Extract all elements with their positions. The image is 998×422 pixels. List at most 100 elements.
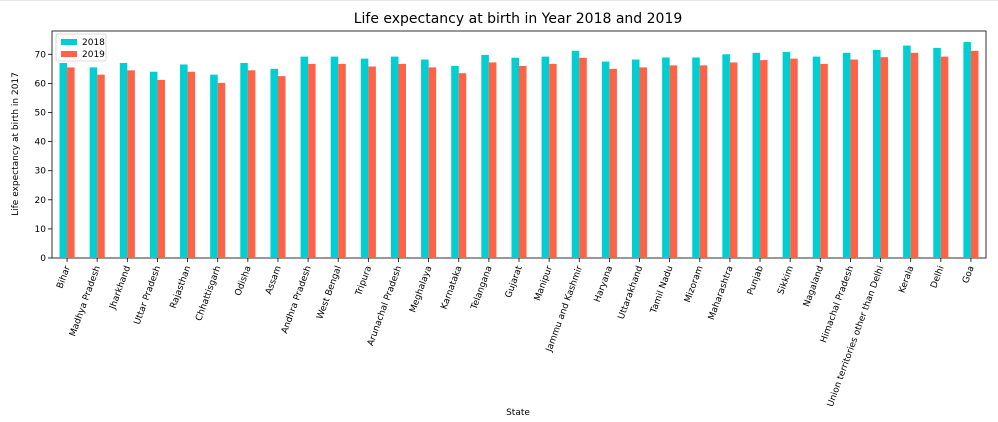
bar-2019-19 bbox=[639, 67, 648, 258]
bar-2019-4 bbox=[187, 71, 196, 258]
bar-2019-22 bbox=[729, 62, 738, 258]
x-tick-label: Madhya Pradesh bbox=[68, 265, 103, 338]
bar-2019-26 bbox=[850, 59, 858, 259]
bar-2018-23 bbox=[752, 52, 761, 259]
bar-2019-28 bbox=[910, 52, 919, 259]
y-axis-label: Life expectancy at birth in 2017 bbox=[11, 72, 21, 216]
bar-2019-8 bbox=[308, 63, 316, 259]
x-tick-label: West Bengal bbox=[315, 265, 344, 321]
x-tick-label: Mizoram bbox=[683, 265, 706, 305]
bar-2018-15 bbox=[511, 57, 519, 259]
x-tick-label: Maharashtra bbox=[707, 265, 736, 322]
x-tick-label: Bihar bbox=[55, 264, 73, 290]
bar-2018-25 bbox=[812, 56, 821, 258]
x-tick-label: Haryana bbox=[593, 265, 615, 304]
bar-2018-6 bbox=[240, 63, 248, 259]
bar-2018-20 bbox=[662, 57, 670, 258]
bar-2019-13 bbox=[458, 73, 467, 258]
legend-label-2019: 2019 bbox=[82, 50, 105, 60]
bar-2019-15 bbox=[519, 65, 527, 258]
y-tick-label: 10 bbox=[35, 225, 47, 235]
bar-2018-3 bbox=[149, 71, 158, 258]
bar-2019-6 bbox=[247, 70, 256, 259]
bar-2018-26 bbox=[842, 52, 851, 259]
x-axis-label: State bbox=[506, 408, 530, 418]
bar-2019-3 bbox=[157, 79, 165, 259]
bar-2018-28 bbox=[903, 45, 911, 258]
bar-2019-9 bbox=[338, 63, 346, 259]
x-tick-label: Kerala bbox=[897, 265, 916, 295]
y-tick-label: 60 bbox=[35, 79, 47, 89]
bar-2019-30 bbox=[970, 50, 979, 258]
bar-2019-11 bbox=[398, 63, 407, 259]
x-tick-label: Telangana bbox=[469, 265, 494, 312]
bar-2018-7 bbox=[270, 68, 278, 258]
bar-2018-16 bbox=[541, 56, 550, 258]
bar-2018-11 bbox=[390, 56, 399, 258]
bar-2018-12 bbox=[421, 59, 429, 259]
x-tick-label: Meghalaya bbox=[408, 265, 434, 315]
bar-2018-0 bbox=[59, 63, 68, 259]
x-tick-label: Himachal Pradesh bbox=[819, 265, 856, 345]
x-tick-label: Gujarat bbox=[504, 264, 525, 299]
y-tick-label: 70 bbox=[35, 50, 47, 60]
bar-2018-14 bbox=[481, 54, 489, 258]
bar-2018-4 bbox=[180, 64, 188, 258]
legend-label-2018: 2018 bbox=[82, 38, 105, 48]
y-tick-label: 50 bbox=[35, 108, 47, 118]
bar-2018-8 bbox=[300, 56, 309, 258]
y-tick-label: 40 bbox=[35, 138, 47, 148]
bar-2019-24 bbox=[790, 58, 798, 259]
bar-2019-14 bbox=[488, 62, 497, 258]
bar-2019-25 bbox=[820, 63, 828, 259]
bar-2019-2 bbox=[127, 70, 135, 259]
bar-2018-27 bbox=[873, 49, 881, 258]
x-tick-label: Uttarakhand bbox=[617, 265, 646, 321]
bar-2019-5 bbox=[217, 82, 226, 258]
bar-2018-10 bbox=[360, 58, 369, 259]
bar-2018-21 bbox=[692, 57, 700, 258]
bar-2019-7 bbox=[277, 76, 286, 258]
x-tick-label: Manipur bbox=[533, 264, 555, 302]
bar-2019-18 bbox=[609, 68, 617, 258]
bar-2018-5 bbox=[210, 74, 218, 259]
bar-2018-24 bbox=[782, 51, 791, 259]
bar-2019-12 bbox=[428, 67, 437, 258]
bar-2018-17 bbox=[571, 50, 580, 258]
y-tick-label: 20 bbox=[35, 196, 47, 206]
bar-2019-10 bbox=[368, 66, 376, 258]
bar-2019-0 bbox=[67, 67, 75, 258]
x-tick-label: Punjab bbox=[746, 264, 766, 296]
legend-swatch-2019 bbox=[61, 51, 77, 57]
bar-2019-16 bbox=[549, 63, 557, 259]
bar-2018-1 bbox=[89, 67, 98, 258]
x-tick-label: Tamil Nadu bbox=[649, 265, 676, 316]
bar-2019-17 bbox=[579, 57, 587, 259]
legend-swatch-2018 bbox=[61, 39, 77, 45]
bar-2019-20 bbox=[669, 65, 678, 258]
bar-2018-19 bbox=[631, 59, 640, 259]
bar-2018-9 bbox=[330, 56, 339, 258]
x-tick-label: Chhattisgarh bbox=[194, 265, 223, 323]
bar-2018-2 bbox=[119, 63, 128, 259]
x-tick-label: Karnataka bbox=[440, 265, 465, 311]
bar-2018-13 bbox=[451, 65, 459, 258]
x-tick-label: Andhra Pradesh bbox=[280, 265, 314, 336]
bar-2018-29 bbox=[933, 47, 941, 258]
bar-2018-30 bbox=[963, 42, 971, 258]
y-tick-label: 30 bbox=[35, 167, 47, 177]
chart-title: Life expectancy at birth in Year 2018 an… bbox=[354, 11, 683, 27]
x-tick-label: Nagaland bbox=[802, 265, 826, 309]
legend: 2018 2019 bbox=[55, 33, 107, 62]
x-tick-label: Odisha bbox=[234, 265, 254, 298]
x-tick-label: Assam bbox=[264, 265, 284, 296]
x-tick-label: Delhi bbox=[929, 265, 946, 290]
x-tick-label: Arunachal Pradesh bbox=[366, 265, 404, 348]
x-tick-label: Sikkim bbox=[776, 265, 796, 297]
bar-2019-29 bbox=[940, 56, 949, 258]
x-tick-label: Jharkhand bbox=[108, 265, 133, 312]
x-tick-label: Tripura bbox=[354, 265, 374, 299]
x-tick-label: Union territories other than Delhi bbox=[826, 265, 886, 409]
